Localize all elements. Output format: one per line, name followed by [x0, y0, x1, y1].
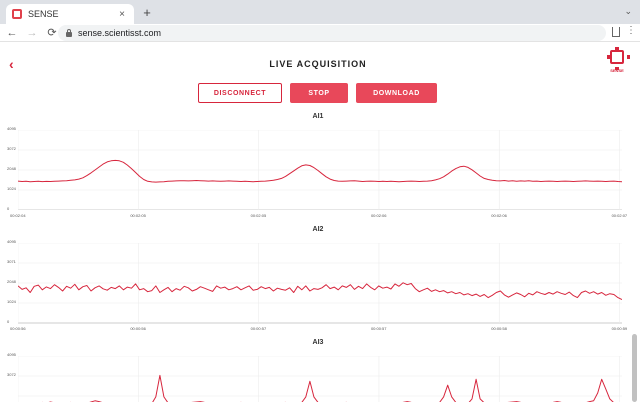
x-tick-label: 00:00:58 — [491, 326, 507, 331]
address-bar[interactable]: sense.scientisst.com — [58, 25, 606, 41]
x-tick-label: 00:02:06 — [491, 213, 507, 218]
logo-text: SENSE — [610, 68, 624, 73]
tab-search-icon[interactable]: ⌄ — [624, 6, 632, 16]
page-scrollbar[interactable] — [632, 334, 637, 402]
series-line — [18, 159, 622, 183]
series-line — [41, 374, 614, 402]
chart-title-ai3: AI3 — [312, 339, 324, 346]
reload-icon[interactable]: ⟳ — [47, 27, 57, 39]
x-tick-label: 00:00:56 — [10, 326, 26, 331]
x-tick-label: 00:02:07 — [611, 213, 628, 218]
sense-logo: SENSE — [606, 47, 628, 77]
y-tick-label: 4095 — [7, 352, 16, 357]
x-tick-label: 00:02:06 — [370, 213, 387, 218]
chip-icon — [607, 47, 624, 64]
y-tick-label: 0 — [7, 319, 10, 324]
x-tick-label: 00:00:57 — [370, 326, 387, 331]
y-tick-label: 4095 — [7, 239, 16, 244]
y-tick-label: 2048 — [7, 279, 16, 284]
y-tick-label: 3072 — [7, 146, 16, 151]
browser-toolbar: ← → ⟳ sense.scientisst.com ⋮ — [0, 24, 640, 42]
y-tick-label: 3072 — [7, 372, 16, 377]
x-tick-label: 00:00:56 — [130, 326, 146, 331]
tab-title: SENSE — [28, 9, 59, 19]
disconnect-button[interactable]: DISCONNECT — [198, 83, 282, 103]
x-tick-label: 00:02:05 — [130, 213, 146, 218]
y-tick-label: 1024 — [7, 299, 16, 304]
y-tick-label: 0 — [7, 206, 10, 211]
chart-ai1 — [18, 130, 622, 210]
url-text[interactable]: sense.scientisst.com — [78, 28, 162, 38]
forward-nav-icon[interactable]: → — [26, 26, 38, 39]
download-button[interactable]: DOWNLOAD — [356, 83, 437, 103]
chart-title-ai1: AI1 — [312, 113, 324, 120]
y-tick-label: 3071 — [7, 259, 16, 264]
share-icon[interactable] — [612, 27, 620, 37]
tab-close-icon[interactable]: × — [119, 8, 125, 20]
lock-icon[interactable] — [66, 28, 72, 37]
page-content: ‹ LIVE ACQUISITION SENSE DISCONNECT STOP… — [0, 42, 640, 402]
x-tick-label: 00:02:04 — [10, 213, 26, 218]
x-tick-label: 00:02:05 — [250, 213, 267, 218]
more-menu-icon[interactable]: ⋮ — [626, 25, 636, 36]
series-line — [18, 282, 622, 301]
page-title: LIVE ACQUISITION — [269, 59, 367, 69]
y-tick-label: 1024 — [7, 186, 16, 191]
sense-favicon-icon — [12, 9, 22, 19]
x-tick-label: 00:00:57 — [250, 326, 267, 331]
chart-ai3 — [18, 356, 622, 402]
browser-tab[interactable]: SENSE × — [6, 4, 134, 24]
stop-button[interactable]: STOP — [290, 83, 348, 103]
chart-ai2 — [18, 243, 622, 324]
tab-strip: SENSE × + ⌄ — [0, 0, 640, 24]
new-tab-icon[interactable]: + — [143, 5, 151, 20]
chart-title-ai2: AI2 — [312, 226, 324, 233]
y-tick-label: 2048 — [7, 166, 16, 171]
x-tick-label: 00:00:59 — [611, 326, 628, 331]
y-tick-label: 4095 — [7, 126, 16, 131]
back-arrow-icon[interactable]: ‹ — [9, 56, 14, 72]
back-nav-icon[interactable]: ← — [6, 26, 18, 39]
